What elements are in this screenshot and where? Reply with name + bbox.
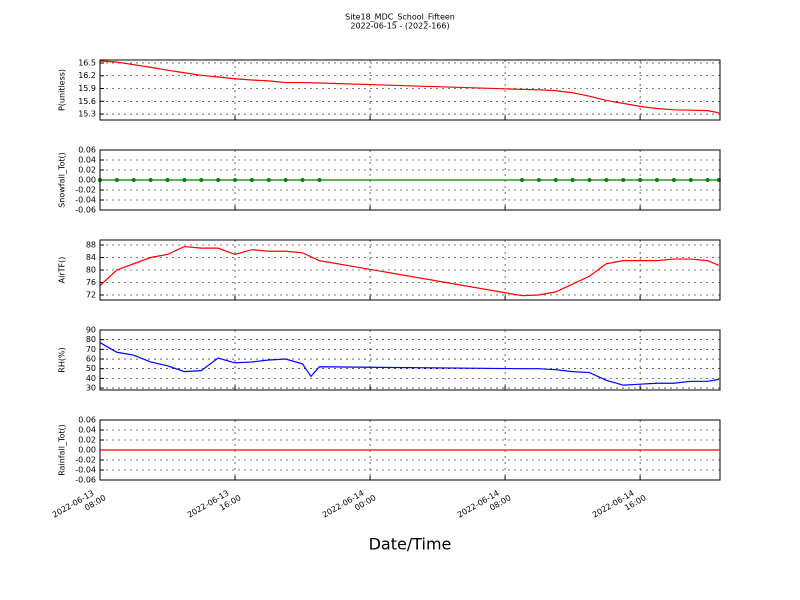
data-point [621, 178, 626, 182]
y-tick-label: -0.04 [75, 466, 96, 475]
y-tick-label: 0.00 [78, 446, 96, 455]
data-point [182, 178, 187, 182]
data-point [233, 178, 238, 182]
x-tick-label: 2022-06-1308:00 [51, 484, 108, 528]
x-tick-label: 2022-06-1408:00 [456, 484, 513, 528]
y-tick-label: -0.06 [75, 206, 96, 215]
y-tick-label: 0.06 [78, 416, 96, 425]
plot-frame [99, 239, 721, 301]
y-tick-label: 90 [86, 326, 96, 335]
data-point [283, 178, 288, 182]
chart-title: Site18_MDC_School_Fifteen [345, 13, 455, 22]
data-line [99, 60, 719, 114]
plot-frame [99, 59, 721, 121]
data-point [519, 178, 524, 182]
data-point [688, 178, 693, 182]
x-tick-label: 2022-06-1316:00 [186, 484, 243, 528]
data-point [671, 178, 676, 182]
data-point [300, 178, 305, 182]
data-point [216, 178, 221, 182]
data-point [638, 178, 643, 182]
y-tick-label: -0.06 [75, 476, 96, 485]
y-tick-label: 88 [86, 241, 96, 250]
y-tick-label: -0.02 [75, 186, 96, 195]
data-point [654, 178, 659, 182]
data-line [99, 245, 720, 297]
plot-frame [99, 149, 721, 211]
y-axis-label: P(unitless) [58, 69, 67, 111]
y-tick-label: 16.2 [78, 71, 96, 80]
y-tick-label: 84 [86, 253, 96, 262]
x-tick-label: 2022-06-1400:00 [321, 484, 378, 528]
data-point [536, 178, 541, 182]
y-tick-label: 76 [86, 278, 96, 287]
y-tick-label: 30 [86, 384, 96, 393]
y-tick-label: 0.04 [78, 156, 96, 165]
y-tick-label: -0.04 [75, 196, 96, 205]
data-point [165, 178, 170, 182]
y-tick-label: 50 [86, 364, 96, 373]
y-tick-label: 80 [86, 266, 96, 275]
data-point [114, 178, 119, 182]
y-axis-label: Rainfall_Tot() [58, 424, 67, 476]
x-axis-label: Date/Time [369, 535, 452, 554]
data-point [148, 178, 153, 182]
data-line [99, 342, 719, 386]
y-tick-label: 0.02 [78, 166, 96, 175]
data-point [249, 178, 254, 182]
y-tick-label: 0.00 [78, 176, 96, 185]
y-tick-label: 40 [86, 374, 96, 383]
data-point [317, 178, 322, 182]
data-point [199, 178, 204, 182]
y-tick-label: 15.9 [78, 84, 96, 93]
data-point [553, 178, 558, 182]
y-tick-label: -0.02 [75, 456, 96, 465]
y-tick-label: 0.02 [78, 436, 96, 445]
y-tick-label: 70 [86, 345, 96, 354]
y-axis-label: Snowfall_Tot() [58, 152, 67, 208]
y-tick-label: 15.3 [78, 110, 96, 119]
data-point [266, 178, 271, 182]
y-tick-label: 15.6 [78, 97, 96, 106]
y-tick-label: 80 [86, 335, 96, 344]
y-tick-label: 0.04 [78, 426, 96, 435]
y-tick-label: 0.06 [78, 146, 96, 155]
plot-frame [99, 419, 721, 481]
y-tick-label: 60 [86, 355, 96, 364]
data-point [604, 178, 609, 182]
data-point [587, 178, 592, 182]
plot-frame [99, 329, 721, 391]
y-tick-label: 16.5 [78, 58, 96, 67]
data-point [705, 178, 710, 182]
y-axis-label: AirTF() [58, 257, 67, 284]
y-axis-label: RH(%) [58, 347, 67, 372]
chart-subtitle: 2022-06-15 - (2022-166) [350, 22, 449, 31]
x-tick-label: 2022-06-1416:00 [591, 484, 648, 528]
data-point [131, 178, 136, 182]
data-point [570, 178, 575, 182]
y-tick-label: 72 [86, 291, 96, 300]
